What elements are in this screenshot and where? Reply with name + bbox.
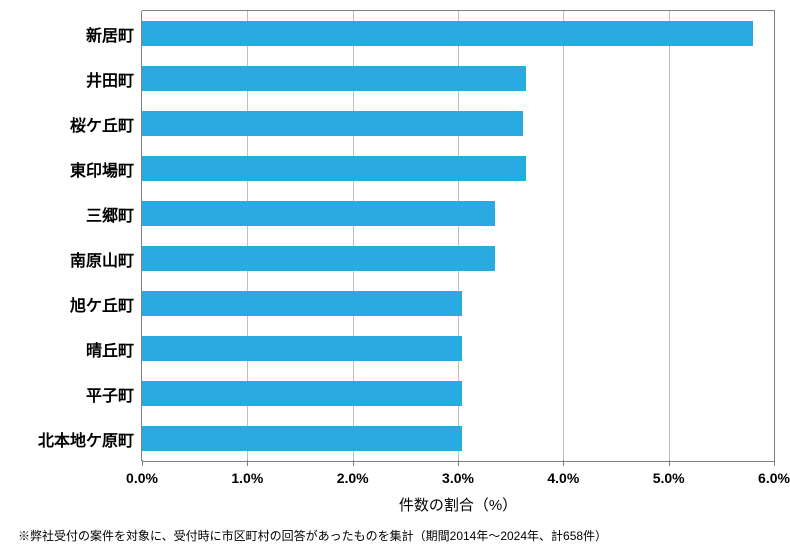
y-axis-label: 新居町 bbox=[86, 22, 134, 46]
x-tick bbox=[563, 460, 564, 466]
bar bbox=[142, 21, 753, 46]
bar bbox=[142, 291, 462, 316]
y-axis-line bbox=[141, 11, 142, 461]
x-tick bbox=[142, 460, 143, 466]
y-axis-label: 北本地ケ原町 bbox=[38, 427, 134, 451]
x-tick bbox=[458, 460, 459, 466]
x-tick bbox=[353, 460, 354, 466]
x-tick bbox=[669, 460, 670, 466]
bar bbox=[142, 246, 495, 271]
y-axis-label: 平子町 bbox=[86, 382, 134, 406]
y-axis-label: 桜ケ丘町 bbox=[70, 112, 134, 136]
bar bbox=[142, 426, 462, 451]
x-tick bbox=[774, 460, 775, 466]
x-tick bbox=[247, 460, 248, 466]
y-axis-label: 東印場町 bbox=[70, 157, 134, 181]
x-tick-label: 0.0% bbox=[126, 470, 158, 486]
bar bbox=[142, 156, 526, 181]
y-axis-label: 井田町 bbox=[86, 67, 134, 91]
bar bbox=[142, 336, 462, 361]
y-axis-label: 旭ケ丘町 bbox=[70, 292, 134, 316]
y-axis-label: 晴丘町 bbox=[86, 337, 134, 361]
x-axis-title: 件数の割合（%） bbox=[399, 494, 517, 515]
x-tick-label: 2.0% bbox=[337, 470, 369, 486]
plot-area bbox=[142, 10, 775, 461]
x-tick-label: 3.0% bbox=[442, 470, 474, 486]
y-axis-label: 南原山町 bbox=[70, 247, 134, 271]
gridline bbox=[563, 11, 564, 461]
x-tick-label: 1.0% bbox=[231, 470, 263, 486]
y-axis-label: 三郷町 bbox=[86, 202, 134, 226]
footnote: ※弊社受付の案件を対象に、受付時に市区町村の回答があったものを集計（期間2014… bbox=[18, 527, 607, 544]
bar bbox=[142, 381, 462, 406]
bar bbox=[142, 66, 526, 91]
x-tick-label: 5.0% bbox=[653, 470, 685, 486]
bar-chart: 新居町井田町桜ケ丘町東印場町三郷町南原山町旭ケ丘町晴丘町平子町北本地ケ原町 0.0… bbox=[0, 0, 790, 551]
gridline bbox=[669, 11, 670, 461]
bar bbox=[142, 111, 523, 136]
x-tick-label: 6.0% bbox=[758, 470, 790, 486]
x-tick-label: 4.0% bbox=[547, 470, 579, 486]
bar bbox=[142, 201, 495, 226]
